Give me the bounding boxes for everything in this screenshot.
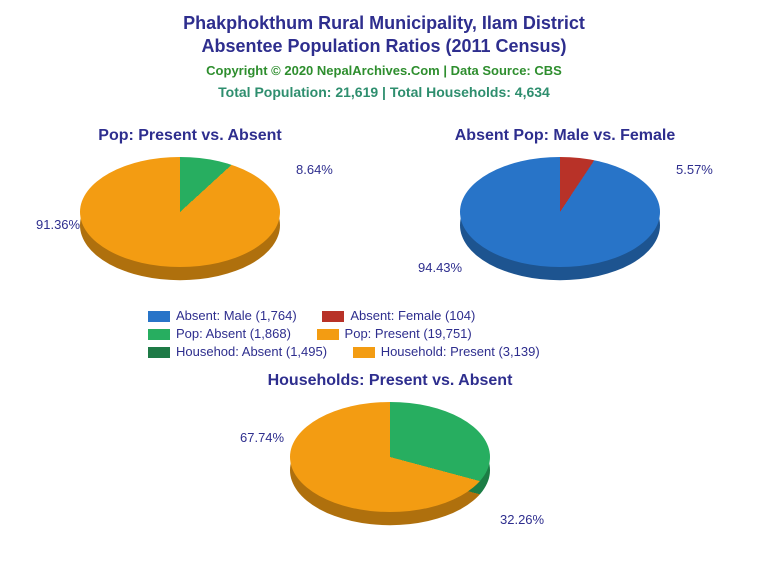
title-line1: Phakphokthum Rural Municipality, Ilam Di… bbox=[183, 13, 585, 33]
chart2-title: Absent Pop: Male vs. Female bbox=[420, 127, 710, 145]
chart2-large-pct: 94.43% bbox=[418, 260, 462, 275]
chart3-small-pct: 32.26% bbox=[500, 512, 544, 527]
chart2-pie bbox=[460, 157, 660, 267]
legend-item: Absent: Male (1,764) bbox=[148, 308, 297, 323]
legend-item: Househod: Absent (1,495) bbox=[148, 344, 327, 359]
legend-item: Absent: Female (104) bbox=[322, 308, 475, 323]
chart3-pie bbox=[290, 402, 490, 512]
chart1-large-pct: 91.36% bbox=[36, 217, 80, 232]
legend: Absent: Male (1,764) Absent: Female (104… bbox=[148, 308, 648, 359]
chart1-title: Pop: Present vs. Absent bbox=[60, 127, 320, 145]
chart1-small-pct: 8.64% bbox=[296, 162, 333, 177]
chart3-large-pct: 67.74% bbox=[240, 430, 284, 445]
main-title: Phakphokthum Rural Municipality, Ilam Di… bbox=[0, 12, 768, 59]
chart1-pie bbox=[80, 157, 280, 267]
legend-item: Pop: Present (19,751) bbox=[317, 326, 472, 341]
chart2-small-pct: 5.57% bbox=[676, 162, 713, 177]
legend-item: Pop: Absent (1,868) bbox=[148, 326, 291, 341]
chart3-title: Households: Present vs. Absent bbox=[250, 372, 530, 390]
legend-item: Household: Present (3,139) bbox=[353, 344, 540, 359]
totals-line: Total Population: 21,619 | Total Househo… bbox=[0, 84, 768, 100]
title-line2: Absentee Population Ratios (2011 Census) bbox=[201, 36, 566, 56]
copyright-line: Copyright © 2020 NepalArchives.Com | Dat… bbox=[0, 63, 768, 78]
